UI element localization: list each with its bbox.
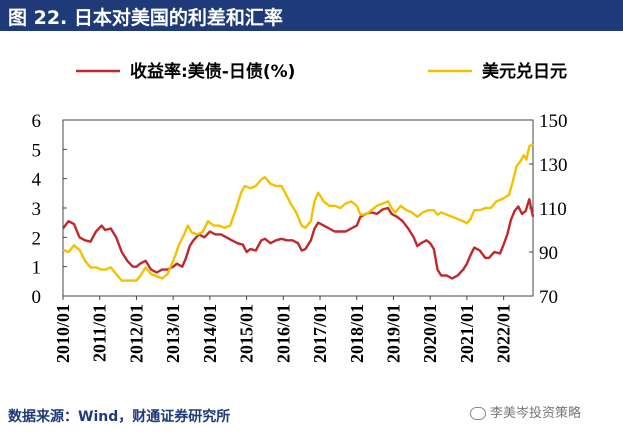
left-axis-tick-label: 2 <box>32 228 42 249</box>
x-axis-tick-label: 2011/01 <box>90 304 110 362</box>
right-axis-tick-label: 90 <box>539 243 558 264</box>
x-axis-tick-label: 2012/01 <box>126 304 146 363</box>
x-axis-tick-label: 2017/01 <box>310 304 330 363</box>
right-axis-tick-label: 110 <box>539 199 567 220</box>
left-axis-tick-label: 0 <box>32 287 42 308</box>
right-axis-tick-label: 130 <box>539 155 568 176</box>
x-axis-tick-label: 2019/01 <box>383 304 403 363</box>
wechat-icon <box>470 407 486 420</box>
x-axis-tick-label: 2020/01 <box>420 304 440 363</box>
x-axis-tick-label: 2021/01 <box>457 304 477 363</box>
source-note: 数据来源：Wind，财通证券研究所 <box>8 409 231 425</box>
spread-series-line <box>62 198 535 280</box>
figure-title-bar: 图 22. 日本对美国的利差和汇率 <box>0 0 623 31</box>
left-axis-tick-label: 1 <box>32 258 42 279</box>
left-axis-tick-label: 6 <box>32 111 42 132</box>
legend-label: 美元兑日元 <box>482 61 567 82</box>
right-axis-tick-label: 70 <box>539 287 558 308</box>
x-axis-tick-label: 2010/01 <box>53 304 73 363</box>
left-axis-tick-label: 3 <box>32 199 42 220</box>
x-axis-tick-label: 2016/01 <box>273 304 293 363</box>
x-axis-tick-label: 2022/01 <box>494 304 514 363</box>
x-axis-tick-label: 2014/01 <box>200 304 220 363</box>
legend-label: 收益率:美债-日债(%) <box>130 61 295 82</box>
figure-title: 图 22. 日本对美国的利差和汇率 <box>8 7 283 29</box>
left-axis-tick-label: 4 <box>32 170 42 191</box>
x-axis-tick-label: 2013/01 <box>163 304 183 363</box>
watermark: 李美岑投资策略 <box>470 402 581 421</box>
x-axis-tick-label: 2018/01 <box>347 304 367 363</box>
chart: 0 1 2 3 4 5 6 70 90 110 130 150 2010/01 2011/01 2012/0… <box>32 61 568 363</box>
usdjpy-series-line <box>62 143 534 282</box>
x-axis-tick-label: 2015/01 <box>237 304 257 363</box>
left-axis-tick-label: 5 <box>32 140 42 161</box>
right-axis-tick-label: 150 <box>539 111 568 132</box>
watermark-text: 李美岑投资策略 <box>490 406 582 421</box>
